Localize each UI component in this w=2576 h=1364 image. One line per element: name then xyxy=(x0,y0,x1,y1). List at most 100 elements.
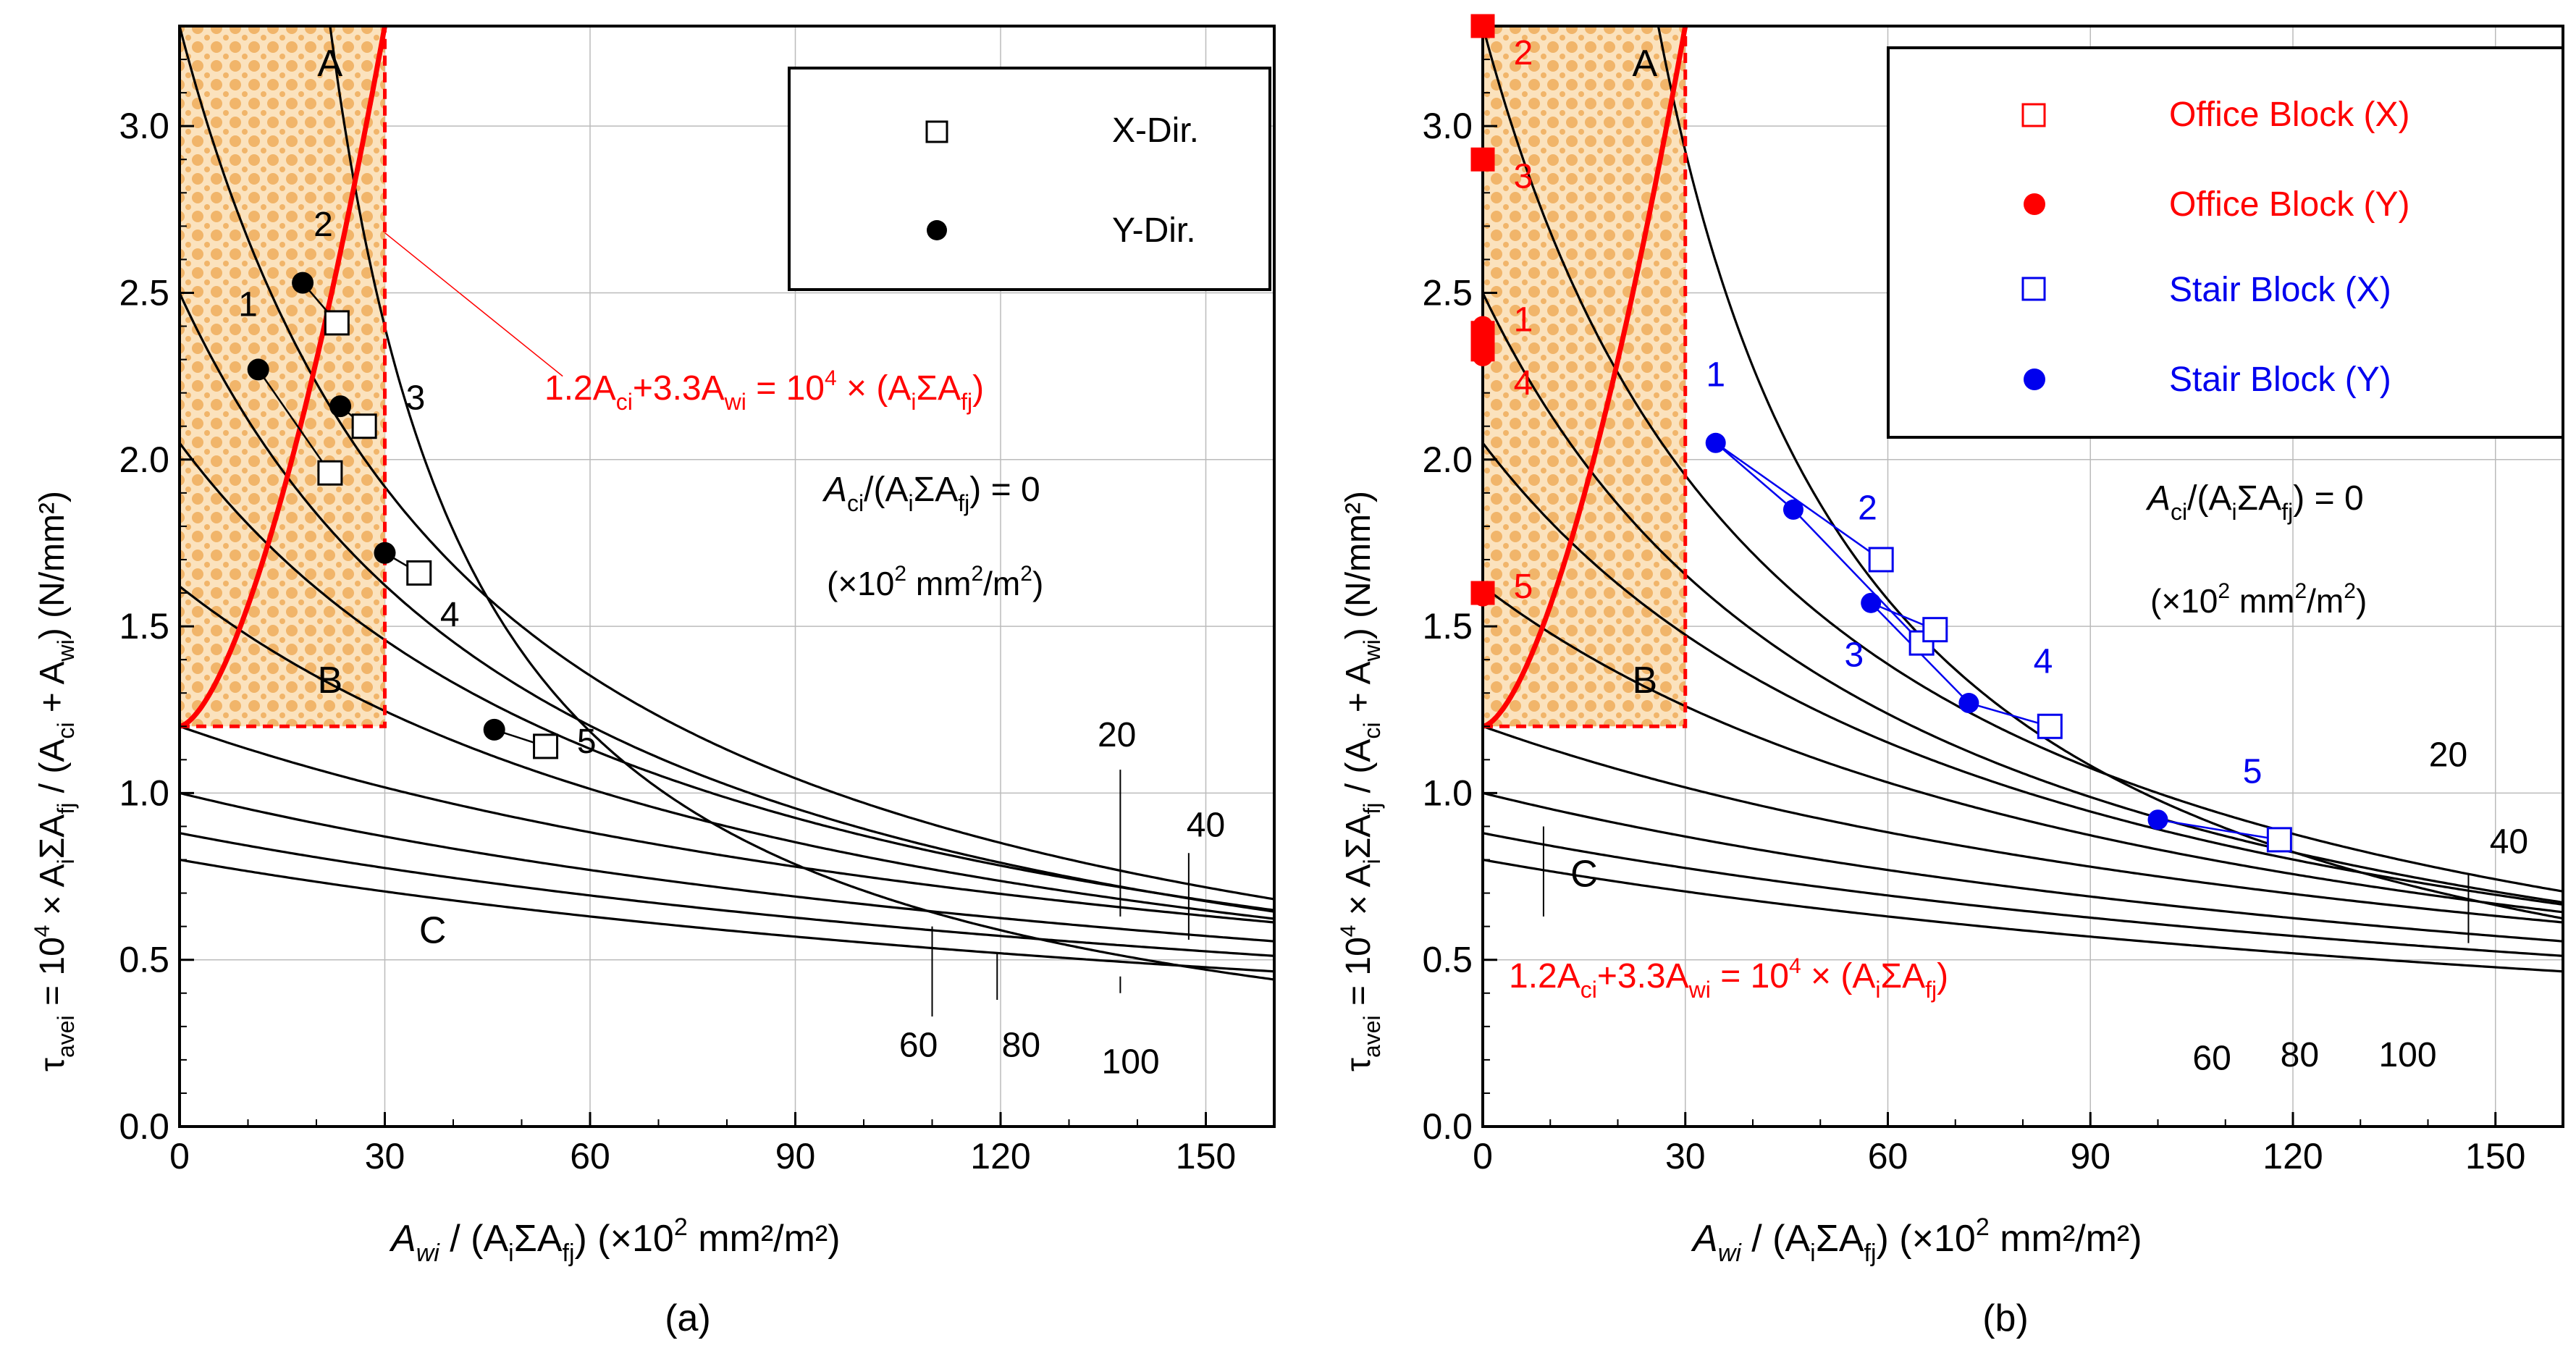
curve-label: 80 xyxy=(1002,1026,1040,1064)
capacity-curve xyxy=(1483,26,2563,893)
capacity-curve xyxy=(180,442,1274,912)
tick-label-x: 0 xyxy=(1473,1136,1493,1176)
tick-label-y: 0.0 xyxy=(119,1106,169,1147)
capacity-curve xyxy=(180,832,1274,957)
point-label-office: 3 xyxy=(1514,157,1533,195)
point-label-stair: 2 xyxy=(1858,489,1877,528)
point-stair-x xyxy=(1868,547,1894,573)
point-label-stair: 1 xyxy=(1706,355,1725,394)
x-axis-label-a: Awi / (AiΣAfj) (×102 mm²/m²) xyxy=(389,1213,841,1267)
curve-label: 40 xyxy=(2490,822,2528,861)
x-axis-label-b: Awi / (AiΣAfj) (×102 mm²/m²) xyxy=(1691,1213,2142,1267)
point-labels-b: 2 3 1 4 5 1 2 3 4 5 xyxy=(1514,34,2263,791)
panel-label-b: (b) xyxy=(1982,1297,2029,1339)
pair-connector xyxy=(2158,819,2280,841)
annotation-b: 1.2Aci+3.3Awi = 104 × (AiΣAfj) xyxy=(1509,954,1948,1003)
point-label-office: 4 xyxy=(1514,364,1533,403)
point-y-dir xyxy=(247,358,269,381)
legend-label-stair-x: Stair Block (X) xyxy=(2169,271,2391,309)
tick-label-x: 30 xyxy=(1665,1136,1706,1176)
tick-label-x: 0 xyxy=(169,1136,190,1176)
point-label-stair: 4 xyxy=(2034,643,2053,681)
point-label: 4 xyxy=(440,596,460,634)
pair-connector xyxy=(257,369,331,473)
data-points-a xyxy=(247,271,559,759)
legend-label-y-dir: Y-Dir. xyxy=(1112,211,1196,250)
capacity-curve xyxy=(180,791,1274,943)
point-label-stair: 5 xyxy=(2243,753,2263,791)
point-office-y xyxy=(1473,16,1493,36)
curve-labels-b: 20 40 60 80 100 xyxy=(2192,736,2528,1078)
zero-label-a: Aci/(AiΣAfj) = 0 xyxy=(822,471,1040,516)
curve-label: 20 xyxy=(1098,716,1136,754)
point-x-dir xyxy=(324,310,350,336)
legend-marker-x-dir xyxy=(925,120,948,143)
point-x-dir xyxy=(533,733,559,759)
legend-marker-office-y xyxy=(2024,193,2045,215)
capacity-curve xyxy=(1483,725,2563,924)
curve-label: 100 xyxy=(2378,1036,2436,1074)
annotation-a: 1.2Aci+3.3Awi = 104 × (AiΣAfj) xyxy=(544,366,984,415)
zone-label: A xyxy=(318,43,343,85)
data-points-b xyxy=(1470,14,2292,853)
capacity-curve xyxy=(1483,585,2563,914)
tick-label-x: 120 xyxy=(970,1136,1030,1176)
tick-label-x: 60 xyxy=(1868,1136,1908,1176)
hatched-region-a xyxy=(180,26,385,727)
point-label-office: 5 xyxy=(1514,568,1533,606)
point-y-dir xyxy=(374,542,396,564)
tick-label-y: 3.0 xyxy=(1422,106,1473,146)
zone-labels-a: A B C xyxy=(318,43,447,952)
tick-label-x: 90 xyxy=(775,1136,816,1176)
point-stair-x xyxy=(2266,827,2292,853)
red-dashed-boundary-b xyxy=(1483,26,1688,728)
capacity-curves-b xyxy=(1483,26,2563,973)
point-labels-a: 1 2 3 4 5 xyxy=(238,206,596,761)
curve-label: 60 xyxy=(2192,1040,2231,1078)
zero-unit-b: (×102 mm2/m2) xyxy=(2150,579,2367,620)
curve-label: 20 xyxy=(2429,736,2467,775)
zone-labels-b: A B C xyxy=(1570,43,1657,895)
tick-label-y: 1.5 xyxy=(119,606,169,647)
curve-label-leaders-b xyxy=(1542,826,2470,943)
legend-label-x-dir: X-Dir. xyxy=(1112,111,1199,150)
point-label: 2 xyxy=(313,206,333,244)
capacity-curve xyxy=(1483,442,2563,906)
red-capacity-curve-b xyxy=(1483,26,1688,729)
point-label-stair: 3 xyxy=(1845,636,1864,674)
curve-label: 60 xyxy=(899,1026,938,1064)
point-stair-x xyxy=(1922,617,1948,643)
capacity-curve xyxy=(1483,292,2563,904)
red-capacity-curve-a xyxy=(180,26,387,729)
point-stair-y xyxy=(2147,809,2168,830)
curve-label-leaders-a xyxy=(931,770,1190,1016)
point-office-y xyxy=(1473,149,1493,170)
tick-label-y: 2.5 xyxy=(119,272,169,313)
tick-label-y: 0.0 xyxy=(1422,1106,1473,1147)
point-stair-y xyxy=(1782,499,1803,520)
tick-label-x: 90 xyxy=(2070,1136,2110,1176)
zone-label: C xyxy=(419,910,447,952)
zone-label: C xyxy=(1570,853,1598,895)
legend-marker-stair-y xyxy=(2024,369,2045,390)
tick-label-x: 150 xyxy=(1176,1136,1236,1176)
point-y-dir xyxy=(483,718,505,741)
zone-label: B xyxy=(318,660,343,702)
legend-b: Office Block (X) Office Block (Y) Stair … xyxy=(1887,46,2564,439)
legend-marker-y-dir xyxy=(927,220,947,240)
point-stair-y xyxy=(1958,693,1979,714)
point-label: 1 xyxy=(238,286,258,324)
zero-label-b: Aci/(AiΣAfj) = 0 xyxy=(2145,479,2364,525)
legend-marker-stair-x xyxy=(2021,277,2046,301)
point-label: 5 xyxy=(577,723,597,761)
point-y-dir xyxy=(329,395,352,418)
point-stair-y xyxy=(1705,432,1726,453)
capacity-curve xyxy=(180,585,1274,920)
tick-label-y: 1.0 xyxy=(119,772,169,813)
point-label-office: 1 xyxy=(1514,300,1533,339)
series-connector xyxy=(1714,442,1794,510)
tick-label-y: 2.5 xyxy=(1422,272,1473,313)
